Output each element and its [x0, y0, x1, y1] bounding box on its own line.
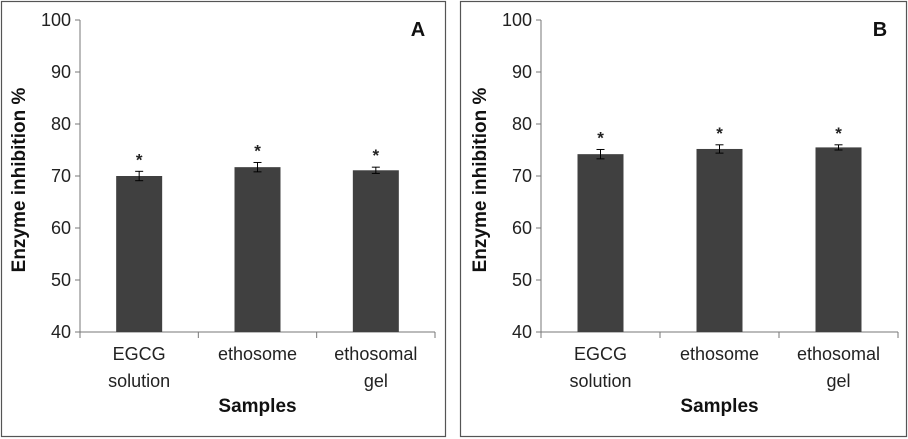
y-tick-label: 40	[512, 322, 532, 342]
x-tick-label: ethosome	[218, 344, 297, 364]
x-tick-label-line: solution	[569, 371, 631, 391]
x-tick-label-line: ethosomal	[797, 344, 880, 364]
x-tick-label-line: gel	[364, 371, 388, 391]
y-tick-label: 60	[512, 218, 532, 238]
x-tick-label-line: ethosomal	[334, 344, 417, 364]
bar	[696, 148, 743, 332]
x-tick-label-line: EGCG	[113, 344, 166, 364]
y-tick-label: 40	[51, 322, 71, 342]
x-tick-label: ethosome	[680, 344, 759, 364]
significance-marker: *	[597, 128, 604, 147]
panel-a: 40 50 60 70 80 90 100 * EGCG solution * ethosome * et…	[0, 0, 447, 438]
y-tick-label: 90	[51, 62, 71, 82]
y-tick-label: 50	[51, 270, 71, 290]
x-tick-label-line: ethosome	[218, 344, 297, 364]
y-tick-label: 80	[51, 114, 71, 134]
y-tick-label: 100	[41, 10, 71, 30]
significance-marker: *	[373, 146, 380, 165]
y-axis-title: Enzyme inhibition %	[470, 88, 491, 273]
bar	[815, 147, 862, 332]
x-tick-label: EGCG solution	[108, 344, 170, 391]
significance-marker: *	[254, 141, 261, 160]
y-tick-label: 100	[502, 10, 532, 30]
y-tick-label: 70	[51, 166, 71, 186]
x-tick-label: ethosomal gel	[334, 344, 417, 391]
x-tick-label-line: ethosome	[680, 344, 759, 364]
bar	[577, 154, 624, 332]
bar	[234, 167, 281, 332]
x-tick-label: ethosomal gel	[797, 344, 880, 391]
x-tick-label-line: gel	[826, 371, 850, 391]
significance-marker: *	[716, 124, 723, 143]
y-tick-label: 60	[51, 218, 71, 238]
x-axis-title: Samples	[218, 396, 296, 417]
significance-marker: *	[136, 150, 143, 169]
y-axis-title: Enzyme inhibition %	[9, 88, 30, 273]
panel-label: A	[411, 19, 425, 41]
y-tick-label: 90	[512, 62, 532, 82]
panel-label: B	[873, 19, 887, 41]
x-tick-label-line: EGCG	[574, 344, 627, 364]
significance-marker: *	[835, 124, 842, 143]
y-tick-label: 50	[512, 270, 532, 290]
y-tick-label: 70	[512, 166, 532, 186]
x-tick-label: EGCG solution	[569, 344, 631, 391]
bar	[116, 176, 163, 332]
bar	[352, 170, 399, 332]
panel-b: 40 50 60 70 80 90 100 * EGCG solution * ethosome * et…	[459, 0, 908, 438]
x-axis-title: Samples	[680, 396, 758, 417]
x-tick-label-line: solution	[108, 371, 170, 391]
y-tick-label: 80	[512, 114, 532, 134]
